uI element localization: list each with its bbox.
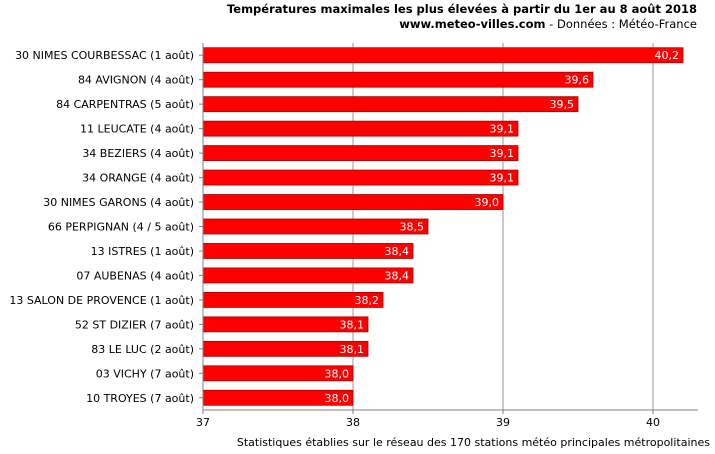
data-label: 40,2 xyxy=(655,49,680,62)
data-label: 38,2 xyxy=(355,294,380,307)
category-label: 30 NIMES GARONS (4 août) xyxy=(43,196,194,209)
data-label: 38,0 xyxy=(325,392,350,405)
axes: 37 38 39 40 30 NIMES COURBESSAC (1 août) 84 A… xyxy=(9,43,698,429)
x-tick-label: 40 xyxy=(646,416,660,429)
category-label: 66 PERPIGNAN (4 / 5 août) xyxy=(48,221,194,234)
category-label: 10 TROYES (7 août) xyxy=(86,392,194,405)
category-label: 07 AUBENAS (4 août) xyxy=(76,269,194,282)
bar xyxy=(202,267,414,284)
chart-title: Températures maximales les plus élevées … xyxy=(227,2,697,16)
category-label: 52 ST DIZIER (7 août) xyxy=(75,318,194,331)
bar xyxy=(202,243,414,259)
x-tick-label: 39 xyxy=(496,416,510,429)
bar xyxy=(202,218,429,235)
category-label: 34 BEZIERS (4 août) xyxy=(82,147,194,160)
data-label: 39,5 xyxy=(550,98,575,111)
subtitle-site: www.meteo-villes.com xyxy=(399,17,545,31)
bar xyxy=(202,120,519,137)
data-label: 38,0 xyxy=(325,367,350,380)
bar xyxy=(202,145,519,162)
category-label: 83 LE LUC (2 août) xyxy=(91,343,194,356)
data-label: 39,0 xyxy=(475,196,500,209)
subtitle-source: - Données : Météo-France xyxy=(546,17,697,31)
bar xyxy=(202,169,519,186)
data-label: 39,1 xyxy=(490,147,515,160)
bar xyxy=(202,47,684,64)
category-label: 84 AVIGNON (4 août) xyxy=(78,74,194,87)
category-label: 84 CARPENTRAS (5 août) xyxy=(56,98,194,111)
bars: 40,2 39,6 39,5 39,1 39,1 39,1 39,0 38,5 38,4 38,4… xyxy=(202,47,684,406)
chart-subtitle: www.meteo-villes.com - Données : Météo-F… xyxy=(399,17,697,31)
data-label: 38,1 xyxy=(340,318,365,331)
bar xyxy=(202,96,579,113)
bar xyxy=(202,194,504,210)
category-label: 03 VICHY (7 août) xyxy=(96,367,194,380)
category-label: 13 ISTRES (1 août) xyxy=(91,245,194,258)
category-label: 13 SALON DE PROVENCE (1 août) xyxy=(9,294,194,307)
bar xyxy=(202,71,594,88)
footnote: Statistiques établies sur le réseau des … xyxy=(237,436,710,449)
category-label: 30 NIMES COURBESSAC (1 août) xyxy=(15,49,194,62)
data-label: 39,1 xyxy=(490,123,515,136)
data-label: 38,4 xyxy=(385,245,410,258)
category-label: 11 LEUCATE (4 août) xyxy=(80,123,194,136)
data-label: 39,1 xyxy=(490,172,515,185)
data-label: 39,6 xyxy=(565,74,590,87)
data-label: 38,4 xyxy=(385,269,410,282)
x-tick-label: 37 xyxy=(196,416,210,429)
data-label: 38,5 xyxy=(400,221,425,234)
data-label: 38,1 xyxy=(340,343,365,356)
category-label: 34 ORANGE (4 août) xyxy=(82,172,194,185)
x-tick-label: 38 xyxy=(346,416,360,429)
